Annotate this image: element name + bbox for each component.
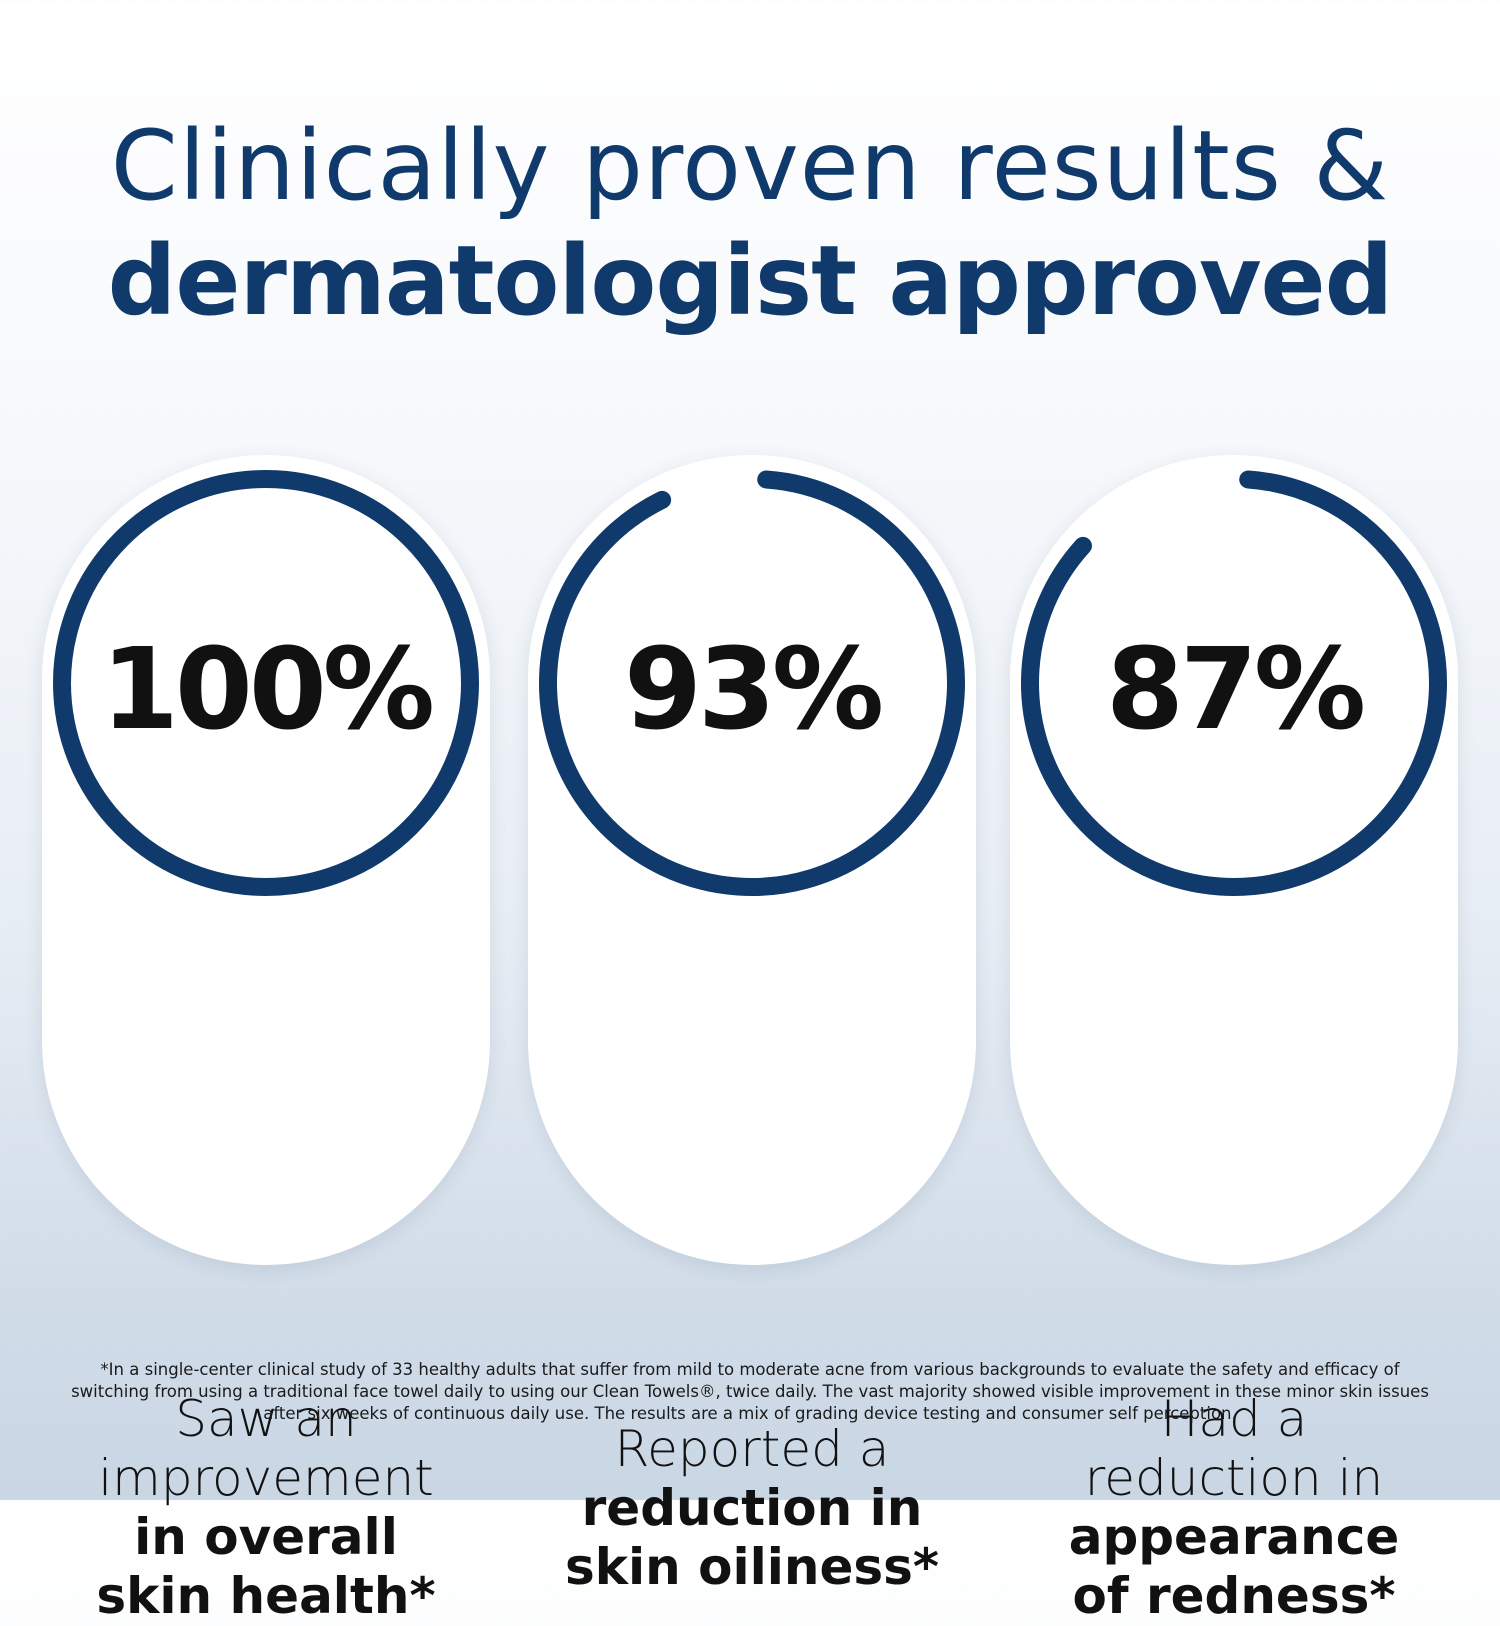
description-line: reduction in: [1084, 1449, 1384, 1507]
stat-description: Saw an improvement in overall skin health*: [42, 1390, 490, 1626]
stat-description: Had a reduction in appearance of redness*: [1010, 1390, 1458, 1626]
progress-arc: [1021, 470, 1447, 896]
stat-percentage: 93%: [623, 625, 884, 755]
description-line: improvement: [98, 1449, 434, 1507]
stat-card: 87% Had a reduction in appearance of rednes…: [1010, 455, 1458, 1625]
stat-percentage: 87%: [1105, 625, 1366, 755]
stat-percentage: 100%: [100, 625, 435, 755]
progress-arc: [539, 470, 965, 896]
description-line: Reported a: [614, 1420, 890, 1478]
description-line: in overall: [134, 1508, 398, 1566]
stat-card: 93% Reported a reduction in skin oiliness*: [528, 455, 976, 1596]
stat-description: Reported a reduction in skin oiliness*: [528, 1420, 976, 1597]
stat-card: 100% Saw an improvement in overall skin hea…: [42, 455, 490, 1625]
progress-ring: [53, 470, 479, 896]
description-line: Had a: [1160, 1390, 1308, 1448]
progress-ring: [539, 470, 965, 896]
description-line: of redness*: [1072, 1567, 1396, 1625]
description-line: Saw an: [175, 1390, 357, 1448]
description-line: appearance: [1068, 1508, 1400, 1566]
progress-ring: [1021, 470, 1447, 896]
progress-arc: [53, 470, 479, 896]
footnote: *In a single-center clinical study of 33…: [71, 1360, 1429, 1423]
headline-line-1: Clinically proven results &: [110, 110, 1390, 222]
headline-line-2: dermatologist approved: [107, 225, 1394, 337]
description-line: skin oiliness*: [564, 1538, 940, 1596]
description-line: reduction in: [581, 1479, 923, 1537]
description-line: skin health*: [96, 1567, 436, 1625]
